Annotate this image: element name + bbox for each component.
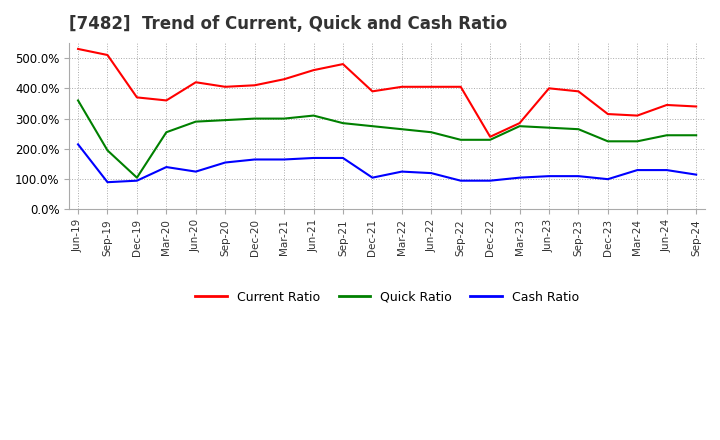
Cash Ratio — [132, 178, 141, 183]
Cash Ratio — [192, 169, 200, 174]
Current Ratio — [221, 84, 230, 89]
Cash Ratio — [338, 155, 347, 161]
Current Ratio — [251, 83, 259, 88]
Quick Ratio — [456, 137, 465, 143]
Quick Ratio — [162, 130, 171, 135]
Current Ratio — [280, 77, 289, 82]
Line: Current Ratio: Current Ratio — [78, 49, 696, 137]
Cash Ratio — [516, 175, 524, 180]
Current Ratio — [162, 98, 171, 103]
Quick Ratio — [662, 132, 671, 138]
Current Ratio — [516, 121, 524, 126]
Quick Ratio — [516, 124, 524, 129]
Quick Ratio — [574, 127, 582, 132]
Current Ratio — [574, 89, 582, 94]
Current Ratio — [192, 80, 200, 85]
Current Ratio — [603, 111, 612, 117]
Quick Ratio — [132, 175, 141, 180]
Cash Ratio — [103, 180, 112, 185]
Cash Ratio — [221, 160, 230, 165]
Cash Ratio — [280, 157, 289, 162]
Line: Cash Ratio: Cash Ratio — [78, 144, 696, 182]
Quick Ratio — [544, 125, 553, 130]
Cash Ratio — [397, 169, 406, 174]
Current Ratio — [486, 134, 495, 139]
Cash Ratio — [574, 173, 582, 179]
Cash Ratio — [251, 157, 259, 162]
Current Ratio — [397, 84, 406, 89]
Cash Ratio — [427, 170, 436, 176]
Current Ratio — [662, 103, 671, 108]
Cash Ratio — [544, 173, 553, 179]
Quick Ratio — [73, 98, 82, 103]
Quick Ratio — [251, 116, 259, 121]
Legend: Current Ratio, Quick Ratio, Cash Ratio: Current Ratio, Quick Ratio, Cash Ratio — [191, 286, 584, 309]
Quick Ratio — [397, 127, 406, 132]
Cash Ratio — [603, 176, 612, 182]
Quick Ratio — [368, 124, 377, 129]
Quick Ratio — [192, 119, 200, 124]
Current Ratio — [633, 113, 642, 118]
Quick Ratio — [309, 113, 318, 118]
Quick Ratio — [692, 132, 701, 138]
Current Ratio — [338, 62, 347, 67]
Current Ratio — [692, 104, 701, 109]
Cash Ratio — [309, 155, 318, 161]
Cash Ratio — [456, 178, 465, 183]
Quick Ratio — [338, 121, 347, 126]
Current Ratio — [456, 84, 465, 89]
Current Ratio — [544, 86, 553, 91]
Quick Ratio — [486, 137, 495, 143]
Quick Ratio — [633, 139, 642, 144]
Current Ratio — [103, 52, 112, 58]
Cash Ratio — [633, 168, 642, 173]
Current Ratio — [368, 89, 377, 94]
Quick Ratio — [280, 116, 289, 121]
Cash Ratio — [162, 165, 171, 170]
Line: Quick Ratio: Quick Ratio — [78, 100, 696, 178]
Text: [7482]  Trend of Current, Quick and Cash Ratio: [7482] Trend of Current, Quick and Cash … — [69, 15, 508, 33]
Quick Ratio — [221, 117, 230, 123]
Quick Ratio — [427, 130, 436, 135]
Cash Ratio — [662, 168, 671, 173]
Cash Ratio — [368, 175, 377, 180]
Current Ratio — [132, 95, 141, 100]
Cash Ratio — [486, 178, 495, 183]
Quick Ratio — [603, 139, 612, 144]
Current Ratio — [73, 46, 82, 51]
Quick Ratio — [103, 148, 112, 153]
Cash Ratio — [692, 172, 701, 177]
Current Ratio — [309, 67, 318, 73]
Current Ratio — [427, 84, 436, 89]
Cash Ratio — [73, 142, 82, 147]
